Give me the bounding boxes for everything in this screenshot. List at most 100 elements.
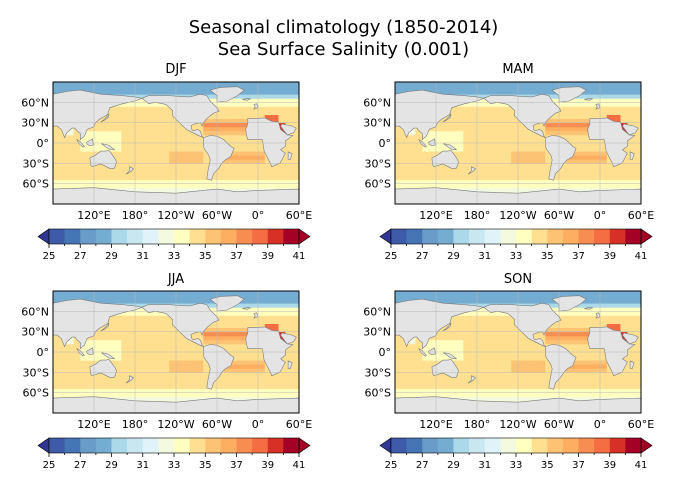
- salinity-cell: [600, 167, 608, 172]
- salinity-cell: [415, 384, 423, 389]
- salinity-cell: [128, 171, 136, 176]
- salinity-cell: [148, 319, 156, 324]
- salinity-cell: [264, 380, 272, 385]
- salinity-cell: [251, 171, 259, 176]
- salinity-cell: [169, 343, 177, 349]
- salinity-cell: [470, 368, 478, 373]
- salinity-cell: [148, 372, 156, 377]
- salinity-cell: [600, 155, 608, 160]
- salinity-cell: [490, 134, 498, 140]
- salinity-cell: [442, 175, 450, 180]
- salinity-cell: [634, 299, 641, 304]
- salinity-cell: [497, 102, 505, 107]
- salinity-cell: [422, 356, 430, 361]
- salinity-cell: [59, 364, 67, 369]
- salinity-cell: [531, 291, 539, 296]
- colorbar-segment: [283, 229, 300, 244]
- salinity-cell: [613, 327, 621, 333]
- salinity-cell: [559, 392, 567, 398]
- colorbar-segment: [500, 438, 517, 453]
- salinity-cell: [627, 307, 635, 312]
- salinity-cell: [504, 392, 512, 398]
- salinity-cell: [483, 155, 491, 160]
- salinity-cell: [278, 175, 286, 180]
- salinity-cell: [490, 175, 498, 180]
- salinity-cell: [271, 392, 279, 398]
- salinity-cell: [203, 392, 211, 398]
- salinity-cell: [53, 372, 61, 377]
- salinity-cell: [230, 364, 238, 369]
- salinity-cell: [292, 299, 299, 304]
- salinity-cell: [545, 118, 553, 124]
- salinity-cell: [73, 147, 81, 152]
- salinity-cell: [100, 347, 108, 353]
- salinity-cell: [449, 106, 457, 111]
- salinity-cell: [121, 331, 129, 337]
- salinity-cell: [148, 311, 156, 316]
- salinity-cell: [196, 138, 204, 144]
- salinity-cell: [600, 372, 608, 377]
- salinity-cell: [196, 134, 204, 140]
- salinity-cell: [559, 315, 567, 320]
- salinity-cell: [497, 392, 505, 398]
- salinity-cell: [53, 90, 61, 95]
- salinity-cell: [477, 187, 485, 193]
- salinity-cell: [107, 106, 115, 111]
- salinity-cell: [237, 315, 245, 320]
- salinity-cell: [264, 384, 272, 389]
- salinity-cell: [237, 384, 245, 389]
- salinity-cell: [217, 311, 225, 316]
- salinity-cell: [572, 175, 580, 180]
- salinity-cell: [237, 364, 245, 369]
- salinity-cell: [415, 163, 423, 168]
- colorbar-segment: [484, 438, 501, 453]
- salinity-cell: [258, 307, 266, 312]
- salinity-cell: [395, 163, 403, 168]
- salinity-cell: [408, 347, 416, 353]
- salinity-cell: [141, 303, 149, 308]
- salinity-cell: [292, 114, 299, 119]
- colorbar-tick-label: 37: [230, 251, 243, 262]
- salinity-cell: [442, 147, 450, 152]
- salinity-cell: [223, 372, 231, 377]
- salinity-cell: [73, 159, 81, 164]
- salinity-cell: [114, 315, 122, 320]
- salinity-cell: [162, 187, 170, 193]
- salinity-cell: [579, 118, 587, 124]
- salinity-cell: [210, 175, 218, 180]
- salinity-cell: [442, 86, 450, 91]
- salinity-cell: [504, 143, 512, 148]
- salinity-cell: [490, 130, 498, 136]
- salinity-cell: [128, 163, 136, 168]
- land-mass: [141, 93, 220, 138]
- salinity-cell: [538, 343, 546, 349]
- salinity-cell: [620, 291, 628, 296]
- salinity-cell: [401, 183, 409, 189]
- salinity-cell: [292, 102, 299, 107]
- salinity-cell: [94, 335, 102, 341]
- salinity-cell: [210, 126, 218, 132]
- salinity-cell: [613, 86, 621, 91]
- salinity-cell: [415, 352, 423, 357]
- salinity-cell: [579, 347, 587, 353]
- salinity-cell: [189, 126, 197, 132]
- salinity-cell: [511, 396, 519, 402]
- salinity-cell: [600, 347, 608, 353]
- salinity-cell: [401, 372, 409, 377]
- salinity-cell: [565, 331, 573, 337]
- salinity-cell: [244, 372, 252, 377]
- salinity-cell: [504, 187, 512, 193]
- salinity-cell: [613, 307, 621, 312]
- salinity-cell: [395, 155, 403, 160]
- salinity-cell: [182, 90, 190, 95]
- salinity-cell: [258, 163, 266, 168]
- salinity-cell: [470, 327, 478, 333]
- salinity-cell: [456, 167, 464, 172]
- salinity-cell: [504, 106, 512, 111]
- salinity-cell: [182, 392, 190, 398]
- salinity-cell: [114, 388, 122, 394]
- salinity-cell: [223, 380, 231, 385]
- salinity-cell: [135, 171, 143, 176]
- salinity-cell: [135, 110, 143, 115]
- salinity-cell: [148, 147, 156, 152]
